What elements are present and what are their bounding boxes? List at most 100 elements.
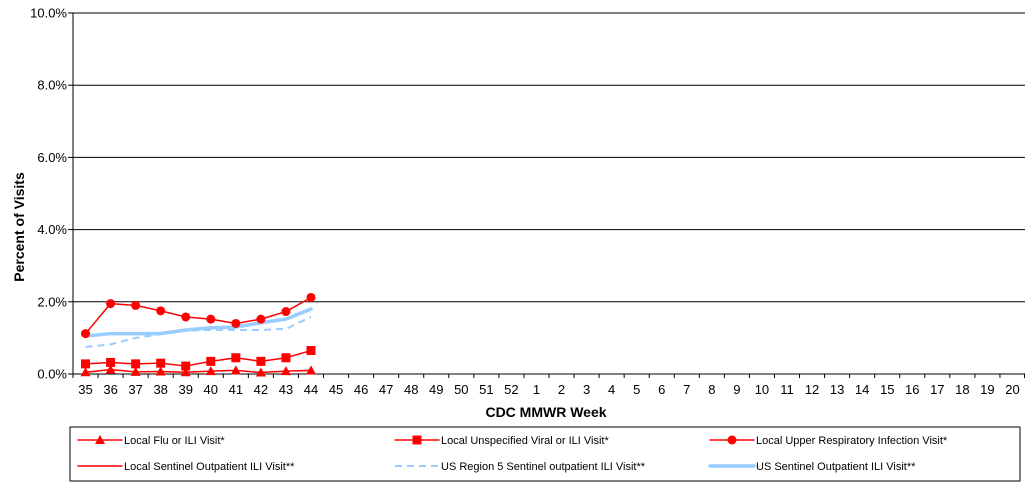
legend-item: Local Upper Respiratory Infection Visit*	[709, 435, 948, 447]
x-tick-label: 14	[855, 382, 869, 397]
series-1-point	[306, 346, 316, 356]
series-1-point	[131, 359, 141, 369]
series-1-point	[156, 358, 166, 368]
series-1-point	[181, 361, 191, 371]
x-tick-label: 1	[533, 382, 540, 397]
series-0-point	[205, 366, 216, 376]
x-tick-label: 49	[429, 382, 443, 397]
grid	[73, 12, 1025, 303]
y-tick-label: 8.0%	[37, 78, 67, 93]
x-tick-label: 42	[254, 382, 268, 397]
legend-label: Local Upper Respiratory Infection Visit*	[756, 435, 948, 447]
series-2-point	[181, 312, 191, 322]
x-tick-label: 50	[454, 382, 468, 397]
x-tick-label: 45	[329, 382, 343, 397]
series-2-point	[131, 300, 141, 310]
y-tick-label: 6.0%	[37, 150, 67, 165]
series-1-point	[106, 357, 116, 367]
x-tick-label: 9	[733, 382, 740, 397]
y-axis-ticks: 0.0% 2.0% 4.0% 6.0% 8.0% 10.0%	[30, 6, 73, 382]
series-2-point	[206, 314, 216, 324]
legend-item: Local Sentinel Outpatient ILI Visit**	[77, 461, 295, 473]
legend-swatch-marker	[412, 435, 422, 445]
x-tick-label: 19	[980, 382, 994, 397]
y-axis-title: Percent of Visits	[11, 172, 27, 282]
x-tick-label: 10	[755, 382, 769, 397]
series-2-line	[84, 296, 312, 335]
x-tick-label: 17	[930, 382, 944, 397]
x-tick-label: 12	[805, 382, 819, 397]
legend-box	[69, 426, 1021, 482]
series-2-point	[156, 306, 166, 316]
series-0-point	[230, 365, 241, 375]
legend-swatch-marker	[95, 435, 105, 444]
legend-swatch-marker	[727, 435, 737, 445]
series-2-point	[256, 314, 266, 324]
series-0-point	[105, 364, 116, 374]
legend-label: US Region 5 Sentinel outpatient ILI Visi…	[441, 461, 646, 473]
x-tick-label: 7	[683, 382, 690, 397]
series-0-line	[84, 368, 312, 374]
x-tick-label: 16	[905, 382, 919, 397]
series-1-point	[81, 359, 91, 369]
x-tick-label: 43	[279, 382, 293, 397]
x-tick-label: 8	[708, 382, 715, 397]
x-tick-label: 35	[78, 382, 92, 397]
legend-label: Local Unspecified Viral or ILI Visit*	[441, 435, 609, 447]
x-tick-label: 37	[128, 382, 142, 397]
x-tick-label: 15	[880, 382, 894, 397]
series-0-point	[306, 365, 316, 375]
series-1-point	[256, 356, 266, 366]
series-group	[80, 292, 316, 377]
x-tick-label: 46	[354, 382, 368, 397]
x-tick-label: 20	[1005, 382, 1019, 397]
legend-label: Local Sentinel Outpatient ILI Visit**	[124, 461, 295, 473]
series-0-point	[255, 367, 266, 377]
series-2-point	[231, 318, 241, 328]
x-tick-label: 18	[955, 382, 969, 397]
x-tick-label: 39	[179, 382, 193, 397]
series-1-point	[281, 353, 291, 363]
x-tick-label: 41	[229, 382, 243, 397]
series-0-point	[80, 367, 91, 377]
series-2-point	[106, 299, 116, 309]
x-tick-label: 3	[583, 382, 590, 397]
x-tick-label: 2	[558, 382, 565, 397]
x-tick-label: 40	[204, 382, 218, 397]
x-tick-label: 51	[479, 382, 493, 397]
x-tick-label: 11	[780, 382, 794, 397]
legend-item: Local Flu or ILI Visit*	[77, 435, 225, 447]
series-5-line	[83, 307, 313, 338]
x-tick-label: 13	[830, 382, 844, 397]
series-2-point	[306, 292, 316, 302]
x-tick-label: 47	[379, 382, 393, 397]
x-tick-label: 36	[103, 382, 117, 397]
series-0-point	[280, 366, 291, 376]
x-tick-label: 5	[633, 382, 640, 397]
y-tick-label: 4.0%	[37, 222, 67, 237]
legend-item: Local Unspecified Viral or ILI Visit*	[394, 435, 609, 447]
series-2-point	[81, 329, 91, 339]
x-axis-ticks: 35 36 37 38 39 40 41 42 43 44 45 46 47 48 49 50 51 52 1 2 3 4…	[72, 374, 1025, 397]
x-axis-title: CDC MMWR Week	[485, 404, 606, 420]
series-2-point	[281, 307, 291, 317]
x-tick-label: 4	[608, 382, 615, 397]
x-tick-label: 52	[504, 382, 518, 397]
series-1-point	[231, 353, 241, 363]
series-0-point	[130, 366, 141, 376]
x-tick-label: 6	[658, 382, 665, 397]
legend-item: US Sentinel Outpatient ILI Visit**	[708, 461, 916, 473]
legend-label: Local Flu or ILI Visit*	[124, 435, 225, 447]
series-0-point	[180, 367, 191, 377]
series-0-point	[155, 366, 166, 376]
x-tick-label: 38	[153, 382, 167, 397]
y-tick-label: 10.0%	[30, 6, 67, 21]
series-4-line	[85, 316, 312, 348]
x-tick-label: 48	[404, 382, 418, 397]
series-1-point	[206, 356, 216, 366]
legend-label: US Sentinel Outpatient ILI Visit**	[756, 461, 916, 473]
y-tick-label: 0.0%	[37, 367, 67, 382]
legend: Local Flu or ILI Visit* Local Unspecified…	[77, 435, 948, 473]
y-tick-label: 2.0%	[37, 294, 67, 309]
